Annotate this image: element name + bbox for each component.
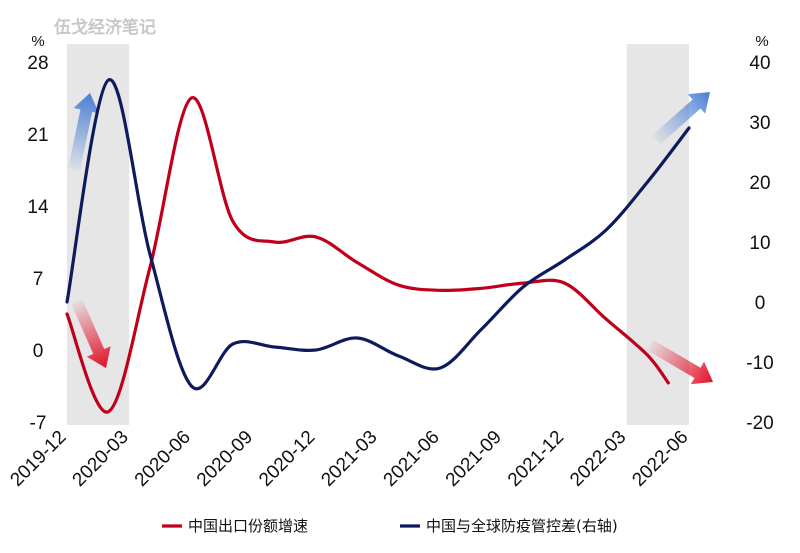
x-tick-label: 2020-03	[69, 427, 133, 491]
right-tick-label: 10	[749, 233, 770, 254]
x-tick-label: 2021-09	[442, 427, 506, 491]
right-tick-label: 0	[755, 293, 766, 314]
x-tick-label: 2021-12	[504, 427, 568, 491]
legend: 中国出口份额增速 中国与全球防疫管控差(右轴)	[162, 517, 618, 535]
left-tick-label: 21	[27, 125, 48, 146]
left-axis-unit: %	[31, 33, 44, 50]
right-tick-label: 40	[749, 53, 770, 74]
left-axis: 28 21 14 7 0 -7	[27, 53, 49, 434]
x-tick-label: 2022-06	[628, 427, 692, 491]
series-lines	[65, 78, 691, 414]
right-tick-label: -20	[746, 413, 773, 434]
x-axis: 2019-122020-032020-062020-092020-122021-…	[6, 427, 692, 491]
right-axis-unit: %	[755, 33, 768, 50]
series-line-0	[65, 96, 670, 414]
left-tick-label: 0	[33, 341, 44, 362]
left-tick-label: -7	[30, 413, 47, 434]
trend-arrow-0	[68, 92, 100, 172]
watermark: 伍戈经济笔记	[53, 17, 156, 38]
x-tick-label: 2022-03	[566, 427, 630, 491]
trend-arrow-1	[71, 299, 111, 368]
x-tick-label: 2020-06	[131, 427, 195, 491]
trend-arrows	[68, 91, 713, 385]
x-tick-label: 2021-06	[380, 427, 444, 491]
right-tick-label: 30	[749, 113, 770, 134]
right-tick-label: -10	[746, 353, 773, 374]
left-tick-label: 14	[27, 197, 49, 218]
trend-arrow-2	[652, 91, 711, 145]
trend-arrow-3	[646, 339, 713, 385]
x-tick-label: 2020-12	[255, 427, 319, 491]
right-tick-label: 20	[749, 173, 770, 194]
x-tick-label: 2019-12	[6, 427, 70, 491]
x-tick-label: 2020-09	[193, 427, 257, 491]
left-tick-label: 7	[33, 269, 44, 290]
shaded-periods	[67, 44, 689, 425]
x-tick-label: 2021-03	[317, 427, 381, 491]
legend-label-1: 中国与全球防疫管控差(右轴)	[426, 517, 618, 535]
right-axis: 40 30 20 10 0 -10 -20	[746, 53, 773, 434]
legend-label-0: 中国出口份额增速	[188, 517, 308, 535]
left-tick-label: 28	[27, 53, 48, 74]
series-line-1	[65, 78, 691, 391]
